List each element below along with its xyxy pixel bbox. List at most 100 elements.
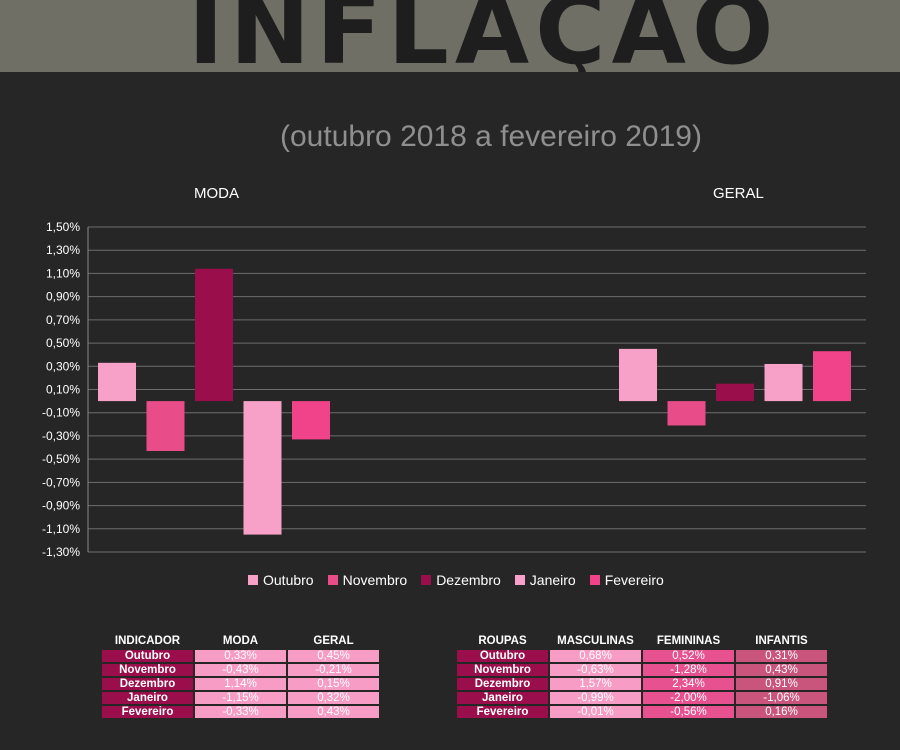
bar-outubro-geral	[619, 348, 657, 402]
table-cell: -0,21%	[288, 664, 379, 676]
y-tick-label: -0,90%	[42, 499, 80, 513]
table-cell: 0,45%	[288, 650, 379, 662]
legend-item-janeiro: Janeiro	[514, 572, 576, 588]
legend-item-outubro: Outubro	[248, 572, 314, 588]
row-label: Novembro	[457, 664, 548, 676]
table-cell: 0,52%	[643, 650, 734, 662]
table-header: MASCULINAS	[557, 635, 634, 647]
page-subtitle: (outubro 2018 a fevereiro 2019)	[280, 120, 702, 153]
y-tick-label: 1,50%	[46, 220, 80, 234]
bar-outubro-moda	[98, 362, 136, 402]
chart-legend: Outubro Novembro Dezembro Janeiro Fevereiro	[248, 572, 664, 588]
legend-label: Fevereiro	[604, 572, 664, 588]
bar-novembro-moda	[146, 401, 185, 452]
legend-swatch	[589, 575, 600, 585]
table-cell: 0,31%	[736, 650, 827, 662]
y-tick-label: 0,90%	[46, 290, 80, 304]
y-tick-label: 0,10%	[46, 383, 80, 397]
table-cell: 1,14%	[195, 678, 286, 690]
inflation-bar-chart: 1,50% 1,30% 1,10% 0,90% 0,70% 0,50% 0,30% 0,10%…	[42, 220, 866, 559]
page-title: INFLAÇÃO	[188, 0, 780, 72]
bar-dezembro-geral	[716, 383, 754, 402]
table-cell: -0,56%	[643, 706, 734, 718]
table-cell: -0,43%	[195, 664, 286, 676]
row-label: Outubro	[457, 650, 548, 662]
table-cell: 0,33%	[195, 650, 286, 662]
table-cell: -0,01%	[550, 706, 641, 718]
y-tick-label: 1,30%	[46, 243, 80, 257]
y-tick-label: 0,50%	[46, 336, 80, 350]
row-label: Outubro	[102, 650, 193, 662]
row-label: Dezembro	[102, 678, 193, 690]
y-tick-label: 0,70%	[46, 313, 80, 327]
table-row: Outubro 0,68% 0,52% 0,31%	[457, 650, 827, 662]
table-cell: -1,06%	[736, 692, 827, 704]
legend-item-novembro: Novembro	[327, 572, 408, 588]
indicador-table: INDICADOR MODA GERAL Outubro 0,33% 0,45%…	[100, 632, 381, 720]
group-label-geral: GERAL	[713, 185, 764, 202]
table-row: Dezembro 1,57% 2,34% 0,91%	[457, 678, 827, 690]
table-row: Janeiro -0,99% -2,00% -1,06%	[457, 692, 827, 704]
table-cell: -0,33%	[195, 706, 286, 718]
legend-swatch	[327, 575, 338, 585]
legend-label: Janeiro	[529, 572, 576, 588]
table-header-row: ROUPAS MASCULINAS FEMININAS INFANTIS	[457, 634, 827, 648]
y-tick-label: -0,70%	[42, 475, 80, 489]
table-row: Janeiro -1,15% 0,32%	[102, 692, 379, 704]
table-header: ROUPAS	[478, 635, 527, 647]
bar-fevereiro-geral	[813, 351, 851, 402]
table-header-row: INDICADOR MODA GERAL	[102, 634, 379, 648]
table-cell: -0,99%	[550, 692, 641, 704]
table-cell: 0,16%	[736, 706, 827, 718]
table-header: INDICADOR	[114, 635, 181, 647]
table-cell: -1,28%	[643, 664, 734, 676]
bar-novembro-geral	[667, 401, 706, 426]
y-tick-label: -0,10%	[42, 406, 80, 420]
table-cell: 2,34%	[643, 678, 734, 690]
roupas-table: ROUPAS MASCULINAS FEMININAS INFANTIS Out…	[455, 632, 829, 720]
title-banner: INFLAÇÃO	[0, 0, 900, 72]
table-cell: 1,57%	[550, 678, 641, 690]
table-cell: -2,00%	[643, 692, 734, 704]
table-header: FEMININAS	[656, 635, 721, 647]
table-cell: 0,91%	[736, 678, 827, 690]
table-cell: -1,15%	[195, 692, 286, 704]
group-label-moda: MODA	[194, 185, 239, 202]
y-tick-label: 0,30%	[46, 359, 80, 373]
table-row: Fevereiro -0,33% 0,43%	[102, 706, 379, 718]
legend-item-fevereiro: Fevereiro	[589, 572, 664, 588]
table-cell: 0,32%	[288, 692, 379, 704]
table-cell: -0,63%	[550, 664, 641, 676]
bar-janeiro-geral	[764, 363, 803, 402]
bar-dezembro-moda	[195, 268, 233, 402]
legend-swatch	[248, 575, 258, 585]
table-header: MODA	[222, 635, 259, 647]
table-cell: 0,43%	[736, 664, 827, 676]
row-label: Novembro	[102, 664, 193, 676]
legend-label: Outubro	[263, 572, 314, 588]
y-tick-label: -1,30%	[42, 545, 80, 559]
table-row: Novembro -0,63% -1,28% 0,43%	[457, 664, 827, 676]
table-header: INFANTIS	[755, 635, 808, 647]
table-row: Dezembro 1,14% 0,15%	[102, 678, 379, 690]
legend-label: Novembro	[342, 572, 408, 588]
row-label: Fevereiro	[457, 706, 548, 718]
table-row: Novembro -0,43% -0,21%	[102, 664, 379, 676]
legend-swatch	[421, 575, 432, 585]
legend-swatch	[514, 575, 525, 585]
table-row: Fevereiro -0,01% -0,56% 0,16%	[457, 706, 827, 718]
y-tick-label: -1,10%	[42, 522, 80, 536]
row-label: Dezembro	[457, 678, 548, 690]
legend-label: Dezembro	[436, 572, 501, 588]
y-tick-label: 1,10%	[46, 266, 80, 280]
row-label: Janeiro	[457, 692, 548, 704]
table-cell: 0,15%	[288, 678, 379, 690]
bar-fevereiro-moda	[292, 401, 330, 440]
table-cell: 0,43%	[288, 706, 379, 718]
y-tick-label: -0,30%	[42, 429, 80, 443]
bar-janeiro-moda	[243, 401, 282, 535]
table-row: Outubro 0,33% 0,45%	[102, 650, 379, 662]
table-header: GERAL	[313, 635, 354, 647]
y-tick-label: -0,50%	[42, 452, 80, 466]
row-label: Fevereiro	[102, 706, 193, 718]
